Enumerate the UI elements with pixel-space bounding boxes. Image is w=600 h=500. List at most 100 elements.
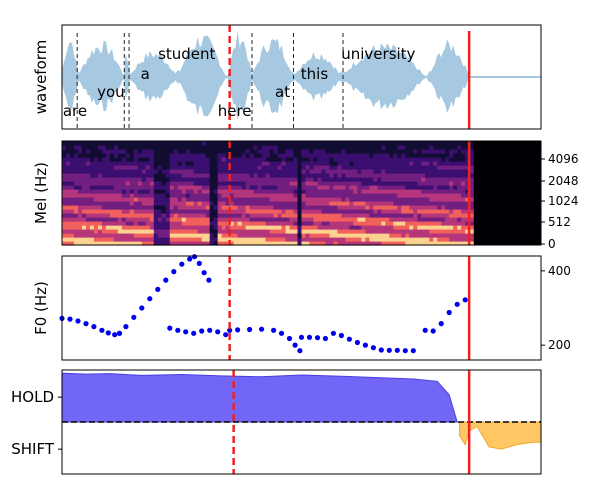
mel-cell bbox=[357, 205, 362, 210]
mel-cell bbox=[413, 229, 418, 234]
mel-cell bbox=[453, 189, 458, 194]
mel-cell bbox=[377, 173, 382, 178]
mel-cell bbox=[313, 181, 319, 186]
mel-cell bbox=[361, 189, 366, 194]
mel-cell bbox=[285, 153, 291, 158]
mel-cell bbox=[313, 153, 319, 158]
mel-cell bbox=[217, 209, 223, 214]
mel-cell bbox=[205, 185, 211, 190]
mel-cell bbox=[393, 161, 398, 166]
mel-cell bbox=[117, 213, 123, 218]
mel-cell bbox=[97, 233, 103, 238]
mel-cell bbox=[113, 177, 119, 182]
mel-cell bbox=[221, 169, 227, 174]
mel-cell bbox=[457, 185, 462, 190]
mel-cell bbox=[133, 181, 139, 186]
mel-cell bbox=[109, 217, 115, 222]
mel-cell bbox=[469, 153, 474, 158]
mel-cell bbox=[409, 157, 414, 162]
mel-cell bbox=[389, 221, 394, 226]
mel-cell bbox=[93, 233, 99, 238]
mel-cell bbox=[177, 169, 183, 174]
mel-cell bbox=[229, 169, 235, 174]
mel-cell bbox=[173, 181, 179, 186]
mel-cell bbox=[169, 237, 175, 242]
mel-cell bbox=[393, 225, 398, 230]
mel-cell bbox=[381, 197, 386, 202]
mel-cell bbox=[265, 141, 271, 146]
mel-cell bbox=[273, 205, 279, 210]
mel-cell bbox=[109, 193, 115, 198]
mel-cell bbox=[361, 201, 366, 206]
mel-cell bbox=[441, 197, 446, 202]
mel-cell bbox=[305, 153, 311, 158]
mel-cell bbox=[277, 169, 283, 174]
word-label: are bbox=[63, 102, 87, 120]
mel-cell bbox=[161, 229, 167, 234]
mel-cell bbox=[377, 165, 382, 170]
mel-cell bbox=[373, 233, 378, 238]
mel-cell bbox=[229, 185, 235, 190]
mel-cell bbox=[265, 157, 271, 162]
mel-cell bbox=[285, 205, 291, 210]
mel-cell bbox=[173, 157, 179, 162]
f0-point bbox=[201, 270, 207, 276]
mel-cell bbox=[373, 189, 378, 194]
mel-cell bbox=[457, 165, 462, 170]
mel-cell bbox=[145, 185, 151, 190]
f0-point bbox=[378, 347, 384, 353]
mel-cell bbox=[141, 173, 147, 178]
mel-cell bbox=[413, 165, 418, 170]
mel-cell bbox=[73, 185, 79, 190]
f0-point bbox=[438, 321, 444, 327]
mel-cell bbox=[241, 201, 247, 206]
mel-cell bbox=[273, 189, 279, 194]
mel-cell bbox=[93, 225, 99, 230]
mel-cell bbox=[185, 217, 191, 222]
mel-cell bbox=[385, 177, 390, 182]
mel-cell bbox=[157, 185, 163, 190]
mel-cell bbox=[381, 169, 386, 174]
mel-cell bbox=[157, 177, 163, 182]
mel-cell bbox=[221, 149, 227, 154]
mel-cell bbox=[197, 213, 203, 218]
mel-cell bbox=[337, 221, 343, 226]
mel-cell bbox=[309, 237, 315, 242]
mel-cell bbox=[337, 229, 343, 234]
mel-cell bbox=[77, 241, 83, 246]
mel-cell bbox=[325, 149, 331, 154]
mel-cell bbox=[221, 193, 227, 198]
mel-cell bbox=[193, 161, 199, 166]
mel-cell bbox=[293, 201, 299, 206]
mel-cell bbox=[233, 149, 239, 154]
mel-cell bbox=[405, 141, 410, 146]
mel-cell bbox=[121, 141, 127, 146]
mel-cell bbox=[109, 145, 115, 150]
mel-cell bbox=[121, 157, 127, 162]
mel-cell bbox=[62, 185, 67, 190]
mel-cell bbox=[341, 185, 347, 190]
mel-cell bbox=[393, 213, 398, 218]
mel-cell bbox=[293, 149, 299, 154]
mel-cell bbox=[233, 221, 239, 226]
mel-cell bbox=[229, 217, 235, 222]
mel-cell bbox=[85, 157, 91, 162]
mel-cell bbox=[181, 197, 187, 202]
mel-cell bbox=[153, 213, 159, 218]
mel-cell bbox=[313, 145, 319, 150]
mel-cell bbox=[373, 205, 378, 210]
mel-cell bbox=[369, 221, 374, 226]
mel-cell bbox=[237, 241, 243, 246]
mel-cell bbox=[405, 157, 410, 162]
mel-cell bbox=[389, 197, 394, 202]
mel-cell bbox=[297, 225, 303, 230]
mel-cell bbox=[321, 149, 327, 154]
mel-cell bbox=[309, 161, 315, 166]
mel-cell bbox=[465, 201, 470, 206]
mel-cell bbox=[249, 169, 255, 174]
mel-cell bbox=[405, 201, 410, 206]
mel-cell bbox=[237, 189, 243, 194]
mel-cell bbox=[365, 229, 370, 234]
mel-cell bbox=[237, 141, 243, 146]
